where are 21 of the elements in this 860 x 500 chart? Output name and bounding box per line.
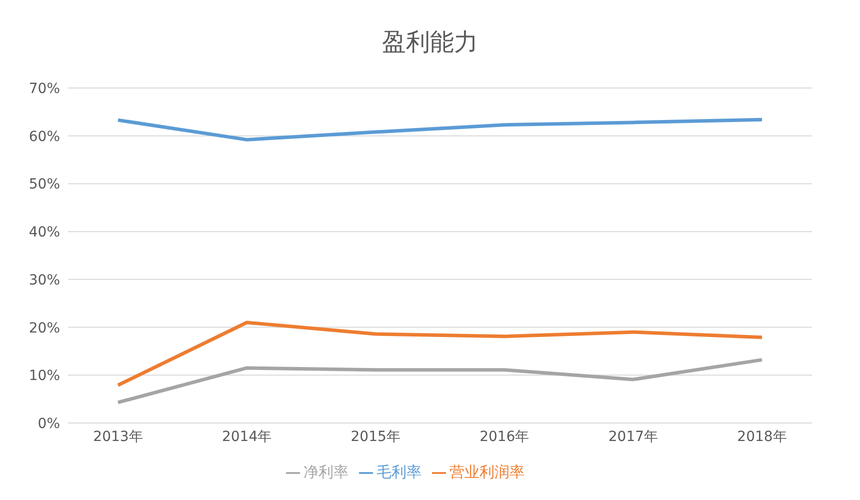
y-tick-label: 0%	[38, 416, 60, 432]
y-tick-label: 30%	[28, 272, 60, 288]
y-tick-label: 10%	[28, 368, 60, 384]
legend-label: 毛利率	[376, 463, 422, 481]
y-tick-label: 70%	[28, 80, 60, 97]
y-tick-label: 20%	[28, 320, 60, 336]
legend-label: 营业利润率	[450, 463, 524, 481]
legend-label: 净利率	[304, 463, 348, 481]
x-tick-label: 2017年	[608, 428, 658, 445]
chart-title: 盈利能力	[381, 27, 479, 58]
line-series	[116, 320, 764, 387]
x-tick-label: 2013年	[93, 428, 143, 445]
y-tick-label: 50%	[28, 176, 60, 193]
x-tick-label: 2015年	[350, 428, 400, 445]
line-series	[116, 358, 764, 404]
y-tick-label: 40%	[28, 224, 60, 241]
line-series	[116, 118, 764, 142]
x-tick-label: 2016年	[480, 428, 530, 445]
x-tick-label: 2018年	[737, 428, 787, 445]
x-tick-label: 2014年	[222, 428, 272, 445]
y-tick-label: 60%	[28, 128, 60, 145]
